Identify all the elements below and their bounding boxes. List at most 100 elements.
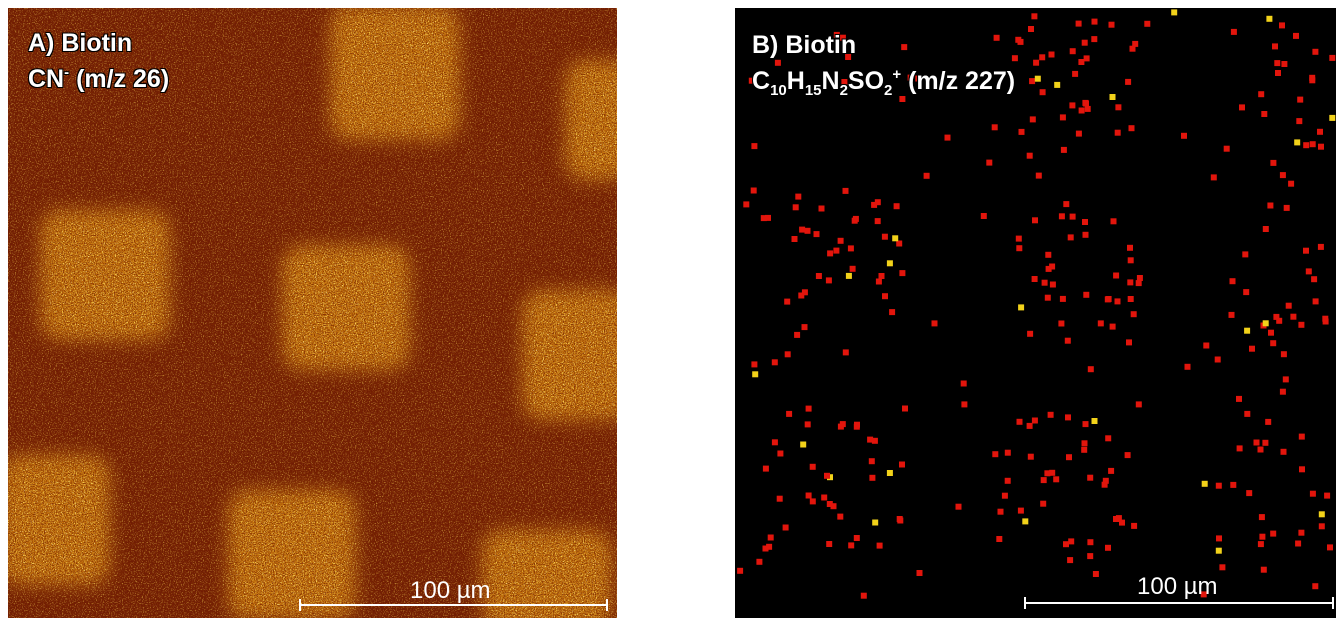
image-background (735, 8, 1336, 618)
ion-dot (1108, 21, 1115, 28)
ion-dot (826, 541, 833, 547)
ion-dot (1242, 251, 1249, 258)
ion-dot (1210, 174, 1217, 181)
ion-dot (1044, 294, 1051, 301)
ion-dot (1236, 395, 1242, 402)
ion-dot (876, 542, 883, 549)
ion-dot (1311, 276, 1318, 283)
ion-dot (786, 410, 793, 417)
ion-base: CN (28, 65, 65, 93)
ion-count: 2 (884, 82, 893, 99)
ion-dot (743, 201, 750, 208)
ion-dot (1298, 321, 1305, 328)
ion-dot (1131, 522, 1138, 529)
ion-dot (1045, 265, 1052, 272)
ion-dot (765, 214, 771, 221)
ion-dot (1016, 245, 1023, 252)
ion-dot (1244, 410, 1251, 417)
ion-base: H (786, 67, 805, 95)
ion-dot (916, 570, 923, 576)
ion-dot (1067, 557, 1074, 564)
ion-dot (784, 298, 791, 305)
ion-dot (1015, 235, 1022, 242)
ion-dot (774, 59, 781, 66)
ion-dot (1072, 70, 1079, 77)
ion-dot (1223, 145, 1230, 152)
ion-dot (1273, 313, 1280, 320)
ion-dot (801, 289, 808, 296)
ion-dot (837, 513, 844, 520)
ion-dot (1053, 476, 1060, 483)
ion-dot (1258, 514, 1265, 521)
ion-dot (1128, 125, 1135, 132)
ion-dot (799, 226, 806, 233)
ion-dot (1275, 70, 1281, 76)
ion-dot (1084, 105, 1091, 112)
ion-dot (961, 401, 968, 408)
ion-dot (867, 436, 874, 443)
ion-dot (1109, 94, 1116, 100)
ion-dot (1104, 296, 1111, 303)
ion-dot (1016, 418, 1023, 425)
ion-dot (1312, 583, 1319, 590)
ion-dot (1026, 422, 1033, 429)
ion-dot (1049, 469, 1056, 476)
ion-dot (853, 535, 860, 541)
ion-dot (849, 265, 856, 272)
ion-dot (1253, 439, 1260, 446)
ion-dot (762, 545, 769, 552)
ion-dot (1280, 448, 1287, 455)
ion-dot (1097, 320, 1104, 327)
ion-dot (1087, 553, 1094, 560)
ion-dot (1092, 571, 1099, 577)
ion-dot (997, 508, 1004, 515)
ion-dot (1309, 490, 1316, 497)
ion-dot (1049, 281, 1056, 288)
ion-dot (842, 187, 849, 194)
ion-dot (800, 441, 807, 448)
ion-dot (907, 74, 914, 81)
ion-dot (1280, 351, 1287, 358)
ion-dot (1239, 104, 1245, 111)
ion-dot (1297, 96, 1304, 103)
ion-dot (1119, 519, 1125, 526)
ion-dot (804, 421, 811, 428)
ion-dot (845, 54, 852, 60)
ion-dot (1031, 13, 1038, 20)
ion-dot (1082, 99, 1089, 106)
ion-dot (751, 143, 758, 150)
ion-dot (868, 458, 875, 465)
ion-dot (847, 245, 854, 252)
ion-dot (852, 215, 859, 222)
image-a (8, 8, 617, 618)
ion-dot (821, 494, 828, 501)
ion-dot (1087, 539, 1094, 546)
ion-dot (1135, 401, 1142, 408)
scale-label: 100 µm (410, 577, 491, 604)
ion-dot (1031, 276, 1038, 282)
ion-dot (1069, 48, 1076, 55)
ion-dot (944, 134, 951, 141)
ion-count: 10 (770, 82, 787, 99)
ion-dot (1200, 591, 1207, 598)
ion-dot (809, 463, 816, 470)
ion-dot (1114, 298, 1121, 305)
ion-dot (1081, 39, 1088, 46)
ion-dot (1029, 78, 1036, 85)
ion-dot (1305, 268, 1312, 275)
ion-dot (1230, 481, 1237, 488)
ion-dot (1318, 143, 1324, 150)
ion-dot (986, 159, 993, 166)
ion-dot (762, 465, 769, 472)
ion-dot (1203, 342, 1210, 349)
ion-dot (893, 203, 900, 210)
ion-dot (1127, 244, 1133, 251)
ion-dot (1105, 544, 1111, 551)
ion-dot (1246, 490, 1253, 497)
dark-speckle (8, 8, 617, 618)
ion-dot (1063, 541, 1069, 548)
ion-dot (1058, 320, 1065, 327)
ion-dot (1318, 511, 1325, 518)
ion-dot (1069, 213, 1076, 220)
